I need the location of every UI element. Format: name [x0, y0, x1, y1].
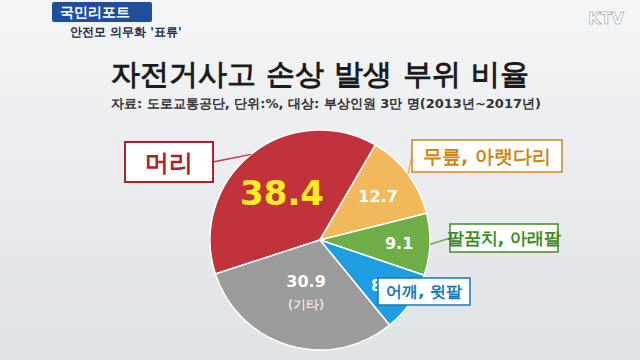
category-label: 어깨, 윗팔: [386, 282, 462, 301]
banner-box: [52, 2, 152, 22]
data-label: 9.1: [385, 234, 413, 253]
category-box: [412, 140, 562, 172]
category-box: [125, 142, 213, 182]
pie-slice: [215, 240, 389, 350]
subtitle: 자료: 도로교통공단, 단위:%, 대상: 부상인원 3만 명(2013년~20…: [111, 96, 541, 111]
title: 자전거사고 손상 발생 부위 비율: [111, 57, 528, 91]
data-label: 12.7: [358, 187, 397, 206]
pie: [210, 130, 430, 350]
category-label: 머리: [145, 149, 193, 177]
category-label: 무릎, 아랫다리: [423, 145, 551, 167]
category-label: 팔꿈치, 아래팔: [447, 228, 561, 248]
banner-subtitle: 안전모 의무화 '표류': [70, 25, 182, 39]
data-label: 38.4: [240, 173, 324, 213]
background: [0, 0, 640, 360]
data-label: 30.9: [286, 272, 325, 291]
category-box: [378, 278, 470, 305]
chart-root: 국민리포트안전모 의무화 '표류' KTV 자전거사고 손상 발생 부위 비율자료:…: [0, 0, 640, 360]
banner-title: 국민리포트: [60, 4, 130, 20]
category-label: (기타): [288, 297, 324, 312]
logo: KTV: [588, 9, 624, 28]
labels: 38.4머리12.7무릎, 아랫다리9.1팔꿈치, 아래팔8.9어깨, 윗팔30…: [125, 140, 562, 312]
leader-line: [213, 154, 251, 162]
